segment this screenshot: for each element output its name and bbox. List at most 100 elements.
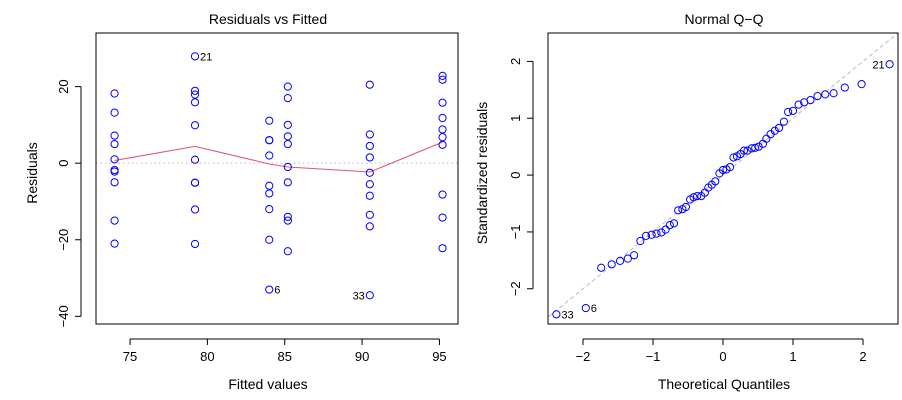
qq-data-point — [647, 230, 656, 239]
qq-plot-frame — [547, 32, 899, 325]
rvf-data-point — [110, 155, 119, 164]
qq-data-point — [607, 260, 616, 269]
qq-data-point — [718, 165, 728, 175]
qq-data-point — [829, 89, 838, 98]
qq-x-tick-label: −2 — [576, 349, 591, 364]
normal-qq-y-axis-label: Standardized residuals — [474, 102, 490, 244]
rvf-x-tick-label: 85 — [278, 349, 292, 364]
rvf-data-point — [265, 189, 274, 198]
qq-data-point — [630, 251, 639, 260]
qq-y-tick-label: 1 — [508, 115, 523, 122]
qq-data-point — [674, 206, 683, 215]
rvf-data-point — [265, 136, 274, 145]
normal-qq-x-axis-label: Theoretical Quantiles — [658, 376, 790, 392]
rvf-data-point — [365, 141, 374, 151]
rvf-x-tick-label: 90 — [355, 349, 369, 364]
rvf-data-point — [438, 71, 447, 80]
rvf-x-tick-label: 75 — [123, 349, 137, 364]
rvf-data-point — [283, 139, 292, 149]
rvf-data-point — [190, 98, 200, 107]
qq-data-point — [689, 193, 698, 202]
normal-qq-plot: Normal Q−Q Theoretical Quantiles Standar… — [474, 11, 899, 392]
rvf-x-tick-label: 95 — [432, 349, 446, 364]
qq-data-point — [636, 236, 645, 246]
qq-data-point — [806, 95, 815, 105]
rvf-data-point — [283, 93, 292, 103]
qq-data-point — [725, 163, 735, 172]
rvf-data-point — [365, 191, 374, 200]
qq-y-tick-label: 2 — [508, 58, 523, 65]
qq-point-label: 6 — [591, 303, 597, 315]
rvf-data-point — [110, 89, 119, 98]
rvf-data-point — [110, 167, 119, 176]
rvf-data-point — [283, 82, 292, 91]
rvf-data-point — [190, 52, 200, 61]
rvf-data-point — [438, 190, 447, 199]
rvf-data-point — [190, 155, 200, 164]
rvf-x-tick-label: 80 — [200, 349, 214, 364]
rvf-data-point — [283, 132, 292, 141]
rvf-data-point — [283, 247, 292, 256]
qq-y-tick-label: −1 — [508, 225, 523, 240]
qq-data-point — [885, 60, 894, 69]
rvf-data-point — [438, 133, 447, 142]
rvf-point-label: 33 — [353, 290, 365, 302]
rvf-data-point — [438, 213, 447, 222]
rvf-y-tick-label: 20 — [56, 79, 71, 93]
rvf-data-point — [365, 80, 374, 89]
rvf-data-point — [190, 86, 200, 95]
normal-qq-title: Normal Q−Q — [685, 11, 764, 27]
qq-data-point — [743, 146, 752, 155]
rvf-data-point — [365, 291, 374, 300]
qq-data-point — [711, 177, 720, 186]
rvf-y-tick-label: −40 — [56, 305, 71, 327]
rvf-data-point — [438, 125, 447, 134]
qq-data-point — [813, 91, 822, 101]
qq-data-point — [623, 254, 632, 263]
rvf-data-point — [190, 205, 200, 214]
qq-y-tick-label: −2 — [508, 281, 523, 296]
qq-data-point — [641, 231, 651, 241]
rvf-data-point — [265, 205, 274, 214]
rvf-data-point — [265, 235, 274, 244]
qq-data-point — [779, 117, 789, 126]
rvf-data-point — [365, 130, 374, 139]
residuals-vs-fitted-plot: Residuals vs Fitted Fitted values Residu… — [24, 11, 459, 392]
qq-data-point — [739, 146, 749, 155]
rvf-data-point — [365, 210, 374, 219]
qq-data-point — [581, 303, 590, 313]
rvf-data-point — [265, 116, 274, 125]
rvf-smooth-line — [114, 141, 443, 173]
qq-data-point — [774, 123, 784, 133]
qq-data-point — [661, 225, 670, 234]
rvf-data-point — [438, 98, 447, 107]
qq-data-point — [729, 153, 738, 162]
rvf-data-point — [283, 212, 292, 221]
rvf-data-point — [190, 178, 200, 187]
qq-y-tick-label: 0 — [508, 171, 523, 178]
residuals-vs-fitted-x-axis-label: Fitted values — [228, 376, 307, 392]
qq-x-tick-label: −1 — [646, 349, 661, 364]
rvf-data-point — [265, 285, 274, 294]
qq-data-point — [784, 107, 793, 117]
rvf-data-point — [265, 151, 274, 160]
qq-data-point — [840, 83, 849, 92]
qq-data-point — [770, 126, 779, 135]
qq-data-point — [693, 192, 702, 201]
qq-data-point — [751, 143, 760, 152]
rvf-data-point — [265, 181, 274, 190]
residuals-vs-fitted-title: Residuals vs Fitted — [209, 11, 327, 27]
qq-data-point — [681, 202, 691, 212]
qq-x-tick-label: 1 — [789, 349, 796, 364]
qq-data-point — [821, 90, 830, 99]
qq-point-label: 33 — [561, 309, 573, 321]
rvf-data-point — [190, 239, 200, 249]
qq-data-point — [616, 256, 625, 266]
rvf-point-label: 21 — [200, 51, 212, 63]
rvf-data-point — [365, 168, 374, 177]
qq-x-tick-label: 0 — [719, 349, 726, 364]
rvf-data-point — [365, 153, 374, 162]
rvf-data-point — [365, 180, 374, 189]
rvf-y-tick-label: 0 — [56, 160, 71, 167]
